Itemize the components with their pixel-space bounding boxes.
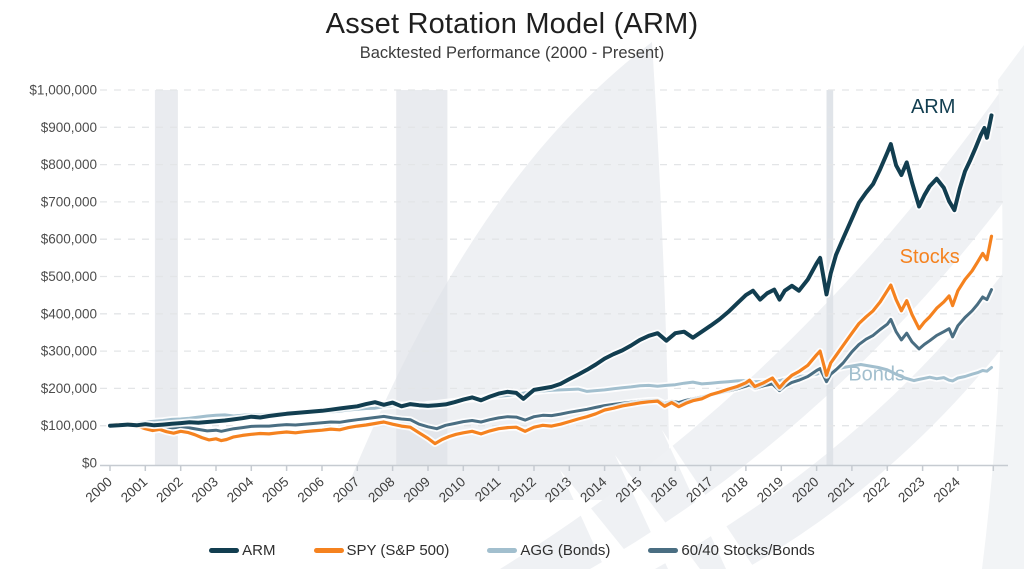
legend-swatch-spy-s-p-500- <box>313 548 344 553</box>
y-axis-label: $800,000 <box>41 157 97 172</box>
legend-item-spy-s-p-500-: SPY (S&P 500) <box>313 542 450 559</box>
series-label-arm: ARM <box>911 96 955 118</box>
y-axis-label: $200,000 <box>41 381 97 396</box>
chart-title: Asset Rotation Model (ARM) <box>325 8 699 40</box>
y-axis-labels: $1,000,000 $900,000 $800,000 $700,000 $600,0… <box>29 83 97 471</box>
x-axis-label: 2005 <box>259 474 291 505</box>
y-axis-label: $100,000 <box>41 418 97 433</box>
legend-swatch-arm <box>209 548 240 553</box>
series-label-bonds: Bonds <box>848 364 905 386</box>
x-axis-label: 2002 <box>153 474 185 505</box>
legend-item-agg-bonds-: AGG (Bonds) <box>487 542 610 559</box>
x-axis-label: 2004 <box>224 474 257 506</box>
x-axis-label: 2006 <box>295 474 327 505</box>
y-axis-label: $1,000,000 <box>29 83 97 98</box>
legend-label: SPY (S&P 500) <box>346 542 450 559</box>
legend-label: AGG (Bonds) <box>520 542 611 559</box>
legend-item-arm: ARM <box>209 542 276 559</box>
series-arm <box>106 111 996 430</box>
x-axis-label: 2024 <box>931 474 964 506</box>
y-axis-label: $500,000 <box>41 269 97 284</box>
legend-swatch-60-40-stocks-bonds <box>648 548 679 553</box>
legend-label: 60/40 Stocks/Bonds <box>681 542 815 559</box>
chart-subtitle: Backtested Performance (2000 - Present) <box>359 44 665 62</box>
legend-item-60-40-stocks-bonds: 60/40 Stocks/Bonds <box>648 542 815 559</box>
y-axis-label: $700,000 <box>41 194 97 209</box>
title-block: Asset Rotation Model (ARM) Backtested Pe… <box>0 8 1024 63</box>
y-axis-label: $300,000 <box>41 344 97 359</box>
y-axis-label: $600,000 <box>41 232 97 247</box>
legend-swatch-agg-bonds- <box>487 548 518 553</box>
chart-legend: ARM SPY (S&P 500) AGG (Bonds) 60/40 Stocks/… <box>0 542 1024 559</box>
recession-band-0 <box>154 90 178 465</box>
x-axis-label: 2003 <box>189 474 221 505</box>
series-spy-s-p-500- <box>106 232 995 448</box>
legend-label: ARM <box>242 542 276 559</box>
y-axis-label: $400,000 <box>41 306 97 321</box>
x-axis-label: 2023 <box>895 474 927 505</box>
y-axis-label: $0 <box>82 456 97 471</box>
x-axis-label: 2000 <box>83 474 115 505</box>
series-60-40-stocks-bonds <box>106 286 995 435</box>
y-axis-label: $900,000 <box>41 120 97 135</box>
x-axis-label: 2001 <box>118 474 150 505</box>
series-label-stocks: Stocks <box>900 246 960 268</box>
